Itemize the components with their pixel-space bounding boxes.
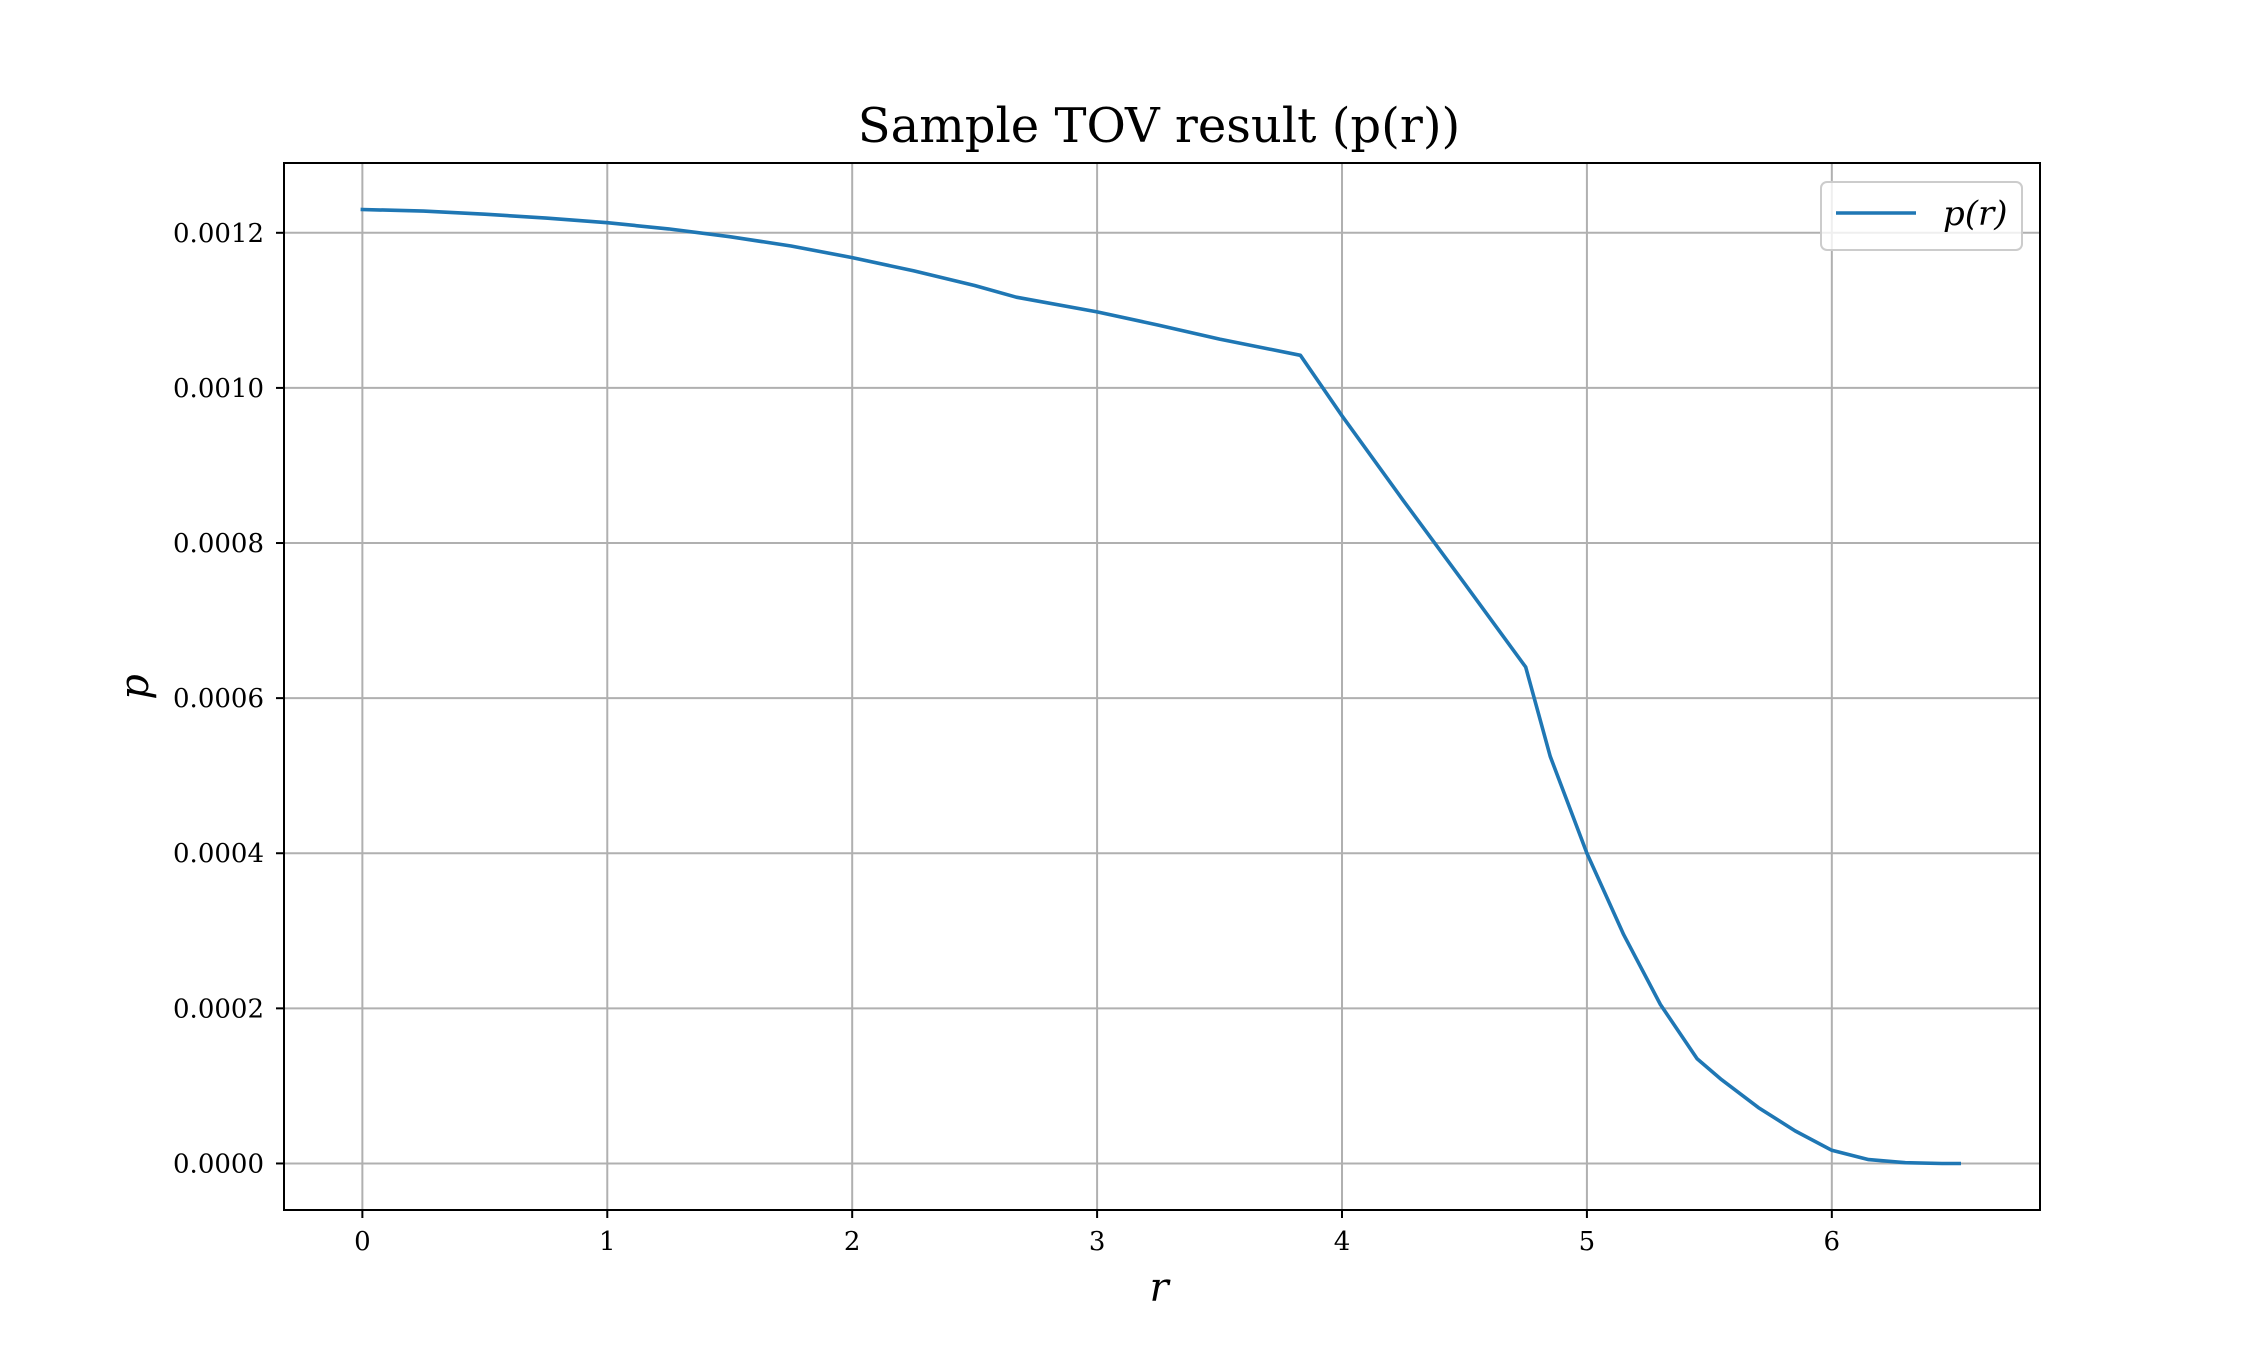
y-tick-label: 0.0000 — [173, 1149, 264, 1179]
x-tick-label: 2 — [844, 1227, 861, 1257]
x-tick-label: 0 — [354, 1227, 371, 1257]
y-tick-label: 0.0010 — [173, 374, 264, 404]
x-axis-ticks: 0 1 2 3 4 5 6 — [354, 1210, 1840, 1257]
y-axis-ticks: 0.0000 0.0002 0.0004 0.0006 0.0008 0.0010 0.00… — [173, 219, 284, 1179]
y-tick-label: 0.0004 — [173, 839, 264, 869]
x-axis-label: r — [1149, 1265, 1171, 1311]
y-axis-label: p — [112, 674, 158, 700]
x-tick-label: 6 — [1824, 1227, 1841, 1257]
legend-label: p(r) — [1943, 194, 2008, 234]
y-tick-label: 0.0008 — [173, 529, 264, 559]
x-tick-label: 4 — [1334, 1227, 1351, 1257]
x-tick-label: 1 — [599, 1227, 616, 1257]
y-tick-label: 0.0002 — [173, 994, 264, 1024]
y-tick-label: 0.0006 — [173, 684, 264, 714]
legend-box — [1820, 181, 2023, 251]
x-tick-label: 3 — [1089, 1227, 1106, 1257]
chart-title: Sample TOV result (p(r)) — [858, 98, 1461, 154]
plot-area-frame — [283, 162, 2041, 1211]
x-tick-label: 5 — [1579, 1227, 1596, 1257]
grid — [284, 163, 2040, 1210]
y-tick-label: 0.0012 — [173, 219, 264, 249]
legend: p(r) — [1820, 181, 2023, 251]
series-line-p-r — [360, 207, 1961, 1166]
